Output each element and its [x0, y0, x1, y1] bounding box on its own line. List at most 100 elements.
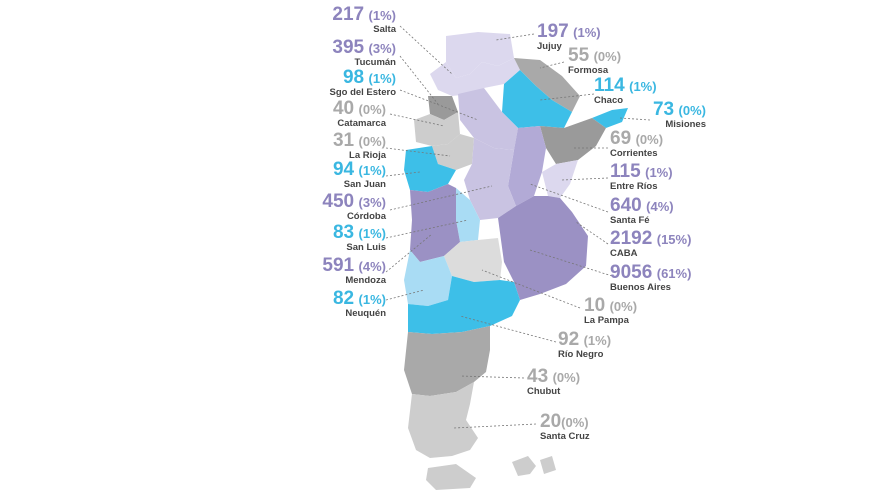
- value: 9056: [610, 262, 653, 283]
- leader-mendoza: [385, 233, 433, 273]
- percent: (0%): [561, 415, 589, 430]
- label-sanjuan: 94 (1%) San Juan: [286, 160, 386, 190]
- percent: (1%): [358, 226, 386, 241]
- label-santacruz: 20(0%) Santa Cruz: [540, 412, 590, 442]
- leader-neuquen: [385, 289, 425, 301]
- leader-formosa: [539, 61, 565, 69]
- value: 591: [322, 255, 355, 276]
- percent: (15%): [656, 232, 692, 247]
- leader-catamarca: [389, 113, 445, 127]
- label-entrerios: 115 (1%) Entre Ríos: [610, 162, 673, 192]
- percent: (1%): [358, 292, 386, 307]
- value: 43: [527, 366, 549, 387]
- value: 115: [610, 161, 641, 182]
- province-name: Formosa: [568, 65, 609, 76]
- region-catamarca: [414, 112, 460, 146]
- label-mendoza: 591 (4%) Mendoza: [286, 256, 386, 286]
- percent: (0%): [358, 102, 386, 117]
- value: 98: [342, 67, 365, 88]
- province-name: CABA: [610, 248, 638, 259]
- value: 2192: [610, 228, 653, 249]
- region-tucuman: [428, 96, 458, 120]
- percent: (1%): [583, 333, 612, 348]
- region-santacruz: [408, 382, 478, 458]
- province-name: La Rioja: [349, 150, 386, 161]
- region-malvinas: [512, 456, 556, 476]
- percent: (0%): [358, 134, 386, 149]
- value: 114: [594, 75, 625, 96]
- percent: (1%): [368, 71, 396, 86]
- province-name: Mendoza: [345, 275, 386, 286]
- value: 217: [332, 4, 365, 25]
- region-entrerios: [542, 160, 578, 198]
- label-catamarca: 40 (0%) Catamarca: [286, 99, 386, 129]
- leader-misiones: [619, 117, 651, 121]
- leader-cordoba: [389, 185, 493, 211]
- leader-jujuy: [495, 33, 535, 41]
- province-name: La Pampa: [584, 315, 629, 326]
- percent: (1%): [645, 165, 673, 180]
- label-misiones: 73 (0%) Misiones: [600, 100, 706, 130]
- percent: (1%): [368, 8, 396, 23]
- region-formosa: [514, 58, 580, 112]
- province-name: Misiones: [665, 119, 706, 130]
- value: 92: [558, 329, 580, 350]
- province-name: San Juan: [343, 179, 386, 190]
- region-misiones: [592, 108, 628, 128]
- value: 69: [610, 128, 632, 149]
- label-santafe: 640 (4%) Santa Fé: [610, 196, 674, 226]
- value: 73: [652, 99, 675, 120]
- percent: (0%): [635, 132, 664, 147]
- province-name: Córdoba: [346, 211, 386, 222]
- leader-santafe: [529, 183, 609, 213]
- region-cordoba: [464, 138, 516, 220]
- percent: (61%): [656, 266, 692, 281]
- region-sgo: [458, 88, 518, 150]
- percent: (0%): [552, 370, 581, 385]
- value: 55: [568, 45, 590, 66]
- label-neuquen: 82 (1%) Neuquén: [286, 289, 386, 319]
- leader-santacruz: [453, 423, 537, 429]
- value: 20: [540, 411, 562, 432]
- region-corrientes: [540, 118, 606, 164]
- value: 31: [332, 130, 355, 151]
- region-larioja: [432, 134, 474, 170]
- region-sanjuan: [404, 146, 456, 192]
- label-tucuman: 395 (3%) Tucumán: [290, 38, 396, 68]
- value: 640: [610, 195, 642, 216]
- percent: (1%): [573, 25, 601, 40]
- label-formosa: 55 (0%) Formosa: [568, 46, 621, 76]
- label-bsas: 9056 (61%) Buenos Aires: [610, 263, 691, 293]
- percent: (0%): [609, 299, 638, 314]
- province-name: Salta: [373, 24, 396, 35]
- region-tierradelfuego: [426, 464, 476, 490]
- value: 40: [332, 98, 355, 119]
- label-larioja: 31 (0%) La Rioja: [286, 131, 386, 161]
- percent: (4%): [646, 199, 674, 214]
- province-name: Catamarca: [337, 118, 386, 129]
- label-rionegro: 92 (1%) Río Negro: [558, 330, 611, 360]
- region-neuquen: [404, 250, 452, 306]
- percent: (3%): [358, 195, 386, 210]
- percent: (4%): [358, 259, 386, 274]
- region-jujuy: [446, 32, 514, 78]
- province-name: Sgo del Estero: [329, 87, 396, 98]
- label-chaco: 114 (1%) Chaco: [594, 76, 657, 106]
- value: 10: [584, 295, 606, 316]
- region-chaco: [502, 70, 572, 128]
- leader-larioja: [385, 147, 451, 157]
- leader-tucuman: [399, 55, 439, 105]
- leader-caba: [575, 221, 609, 245]
- leader-chaco: [539, 93, 595, 101]
- leader-salta: [399, 25, 453, 75]
- leader-lapampa: [481, 269, 581, 309]
- value: 94: [332, 159, 355, 180]
- province-name: Buenos Aires: [610, 282, 671, 293]
- leader-rionegro: [459, 315, 557, 343]
- region-mendoza: [410, 184, 460, 262]
- province-name: Corrientes: [610, 148, 658, 159]
- leader-sanluis: [385, 219, 469, 239]
- label-chubut: 43 (0%) Chubut: [527, 367, 580, 397]
- label-corrientes: 69 (0%) Corrientes: [610, 129, 663, 159]
